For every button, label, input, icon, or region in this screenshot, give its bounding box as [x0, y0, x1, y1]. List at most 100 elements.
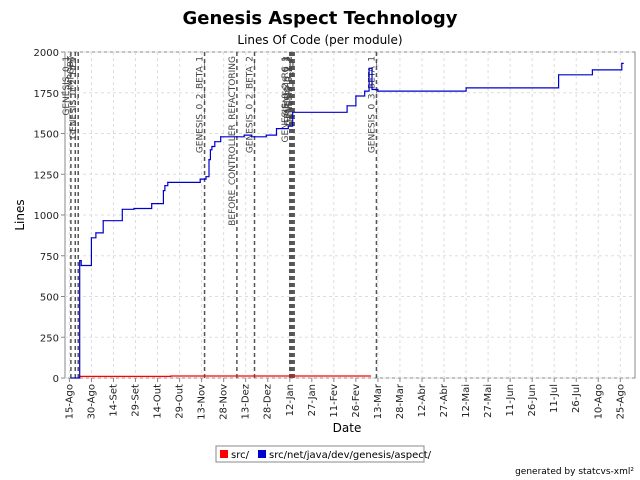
grid-lines — [65, 51, 635, 379]
x-tick-label: 11-Jul — [549, 384, 560, 413]
x-tick-label: 27-Jan — [307, 384, 318, 416]
series-1-point — [167, 181, 169, 183]
series-1-point — [364, 90, 366, 92]
series-1-point — [205, 176, 207, 178]
x-tick-label: 26-Fev — [351, 384, 362, 418]
tag-marker-label: GENESIS_0_2 — [282, 56, 292, 116]
series-lines — [70, 62, 624, 379]
tag-marker-label: GENESIS_0_1 — [62, 56, 72, 116]
x-axis-ticks: 15-Ago 30-Ago 14-Set 29-Set 14-Out 29-Out 13-N… — [64, 378, 626, 420]
series-1-point — [346, 105, 348, 107]
series-1-point — [208, 158, 210, 161]
tag-marker-label: GENESIS_0_2_2 — [285, 56, 295, 126]
x-tick-label: 14-Out — [153, 384, 164, 419]
x-tick-label: 11-Fev — [329, 384, 340, 418]
x-tick-label: 28-Dez — [263, 384, 274, 419]
x-tick-label: 27-Mai — [483, 384, 494, 418]
x-tick-label: 28-Nov — [219, 384, 230, 420]
series-1-point — [558, 74, 560, 76]
x-tick-label: 13-Nov — [197, 384, 208, 420]
series-1-point — [377, 90, 379, 92]
y-tick-label: 500 — [40, 293, 59, 304]
legend-label-src: src/ — [231, 450, 250, 461]
x-tick-label: 26-Jun — [527, 384, 538, 417]
series-1-point — [292, 111, 294, 113]
series-0-point — [369, 375, 372, 377]
y-tick-label: 250 — [40, 333, 59, 344]
tag-marker-label: GENESIS_0_3_BETA_1 — [367, 56, 377, 153]
series-1-point — [591, 69, 593, 71]
y-tick-label: 1750 — [34, 89, 59, 100]
tag-marker-label: GENESIS_0_2_DEV — [69, 55, 79, 139]
series-1-point — [250, 136, 253, 138]
y-axis-label: Lines — [13, 199, 27, 230]
series-1-point — [209, 149, 212, 151]
series-1-point — [287, 125, 289, 127]
tag-marker-label: IMPORT — [66, 56, 76, 91]
footer-credit: generated by statcvs-xml² — [515, 467, 634, 477]
series-1-point — [121, 208, 123, 210]
y-tick-label: 0 — [53, 374, 59, 385]
series-1-point — [220, 136, 222, 138]
legend-swatch-src — [220, 450, 228, 458]
x-tick-label: 11-Jun — [505, 384, 516, 417]
series-1-point — [164, 185, 166, 187]
x-tick-label: 30-Ago — [86, 384, 97, 419]
x-tick-label: 29-Out — [175, 384, 186, 419]
series-1-point — [80, 264, 82, 267]
chart-subtitle: Lines Of Code (per module) — [237, 33, 402, 47]
x-tick-label: 27-Abr — [439, 383, 450, 417]
x-tick-label: 14-Set — [108, 384, 119, 417]
x-tick-label: 12-Jan — [285, 384, 296, 416]
y-axis-ticks: 0 250 500 750 1000 1250 1500 1750 2000 — [34, 48, 65, 385]
series-1-point — [133, 207, 135, 210]
x-axis-label: Date — [333, 421, 362, 435]
x-tick-label: 26-Jul — [571, 384, 582, 413]
series-1-point — [622, 62, 624, 65]
x-tick-label: 28-Mar — [395, 383, 406, 419]
x-tick-label: 13-Mar — [373, 383, 384, 419]
x-tick-label: 13-Dez — [241, 384, 252, 419]
series-1-point — [243, 134, 245, 136]
series-1-point — [621, 62, 623, 65]
series-1-point — [465, 87, 467, 89]
tag-marker-label: GENESIS_0_2_BETA_2 — [246, 56, 256, 153]
series-1-point — [371, 88, 373, 91]
legend-box — [215, 445, 425, 463]
y-tick-label: 1500 — [34, 130, 59, 141]
tag-marker-label: BEFORE_CONTROLLER_REFACTORING — [228, 56, 238, 226]
series-1-point — [355, 95, 357, 97]
series-1-point — [214, 141, 216, 143]
series-1-point — [162, 189, 165, 192]
y-tick-label: 1250 — [34, 170, 59, 181]
x-tick-label: 10-Ago — [593, 384, 604, 419]
series-1-point — [199, 178, 201, 180]
y-tick-label: 2000 — [34, 48, 59, 59]
series-1-point — [368, 67, 370, 69]
x-tick-label: 29-Set — [131, 384, 142, 417]
series-1-point — [95, 232, 97, 234]
plot-area: 15-Ago 30-Ago 14-Set 29-Set 14-Out 29-Out 13-N… — [34, 48, 636, 420]
series-0-point — [170, 375, 172, 377]
legend: src/ src/net/java/dev/genesis/aspect/ — [215, 445, 432, 463]
chart-title: Genesis Aspect Technology — [182, 8, 457, 29]
series-1-point — [211, 145, 213, 148]
series-1-point — [90, 237, 93, 239]
series-1-point — [102, 220, 104, 222]
x-tick-label: 12-Abr — [417, 383, 428, 417]
x-tick-label: 12-Mai — [461, 384, 472, 418]
tag-marker-label: GENESIS_0_2_RC_1 — [281, 56, 291, 142]
series-1-point — [70, 377, 72, 379]
legend-label-aspect: src/net/java/dev/genesis/aspect/ — [269, 450, 432, 461]
tag-marker-label: GENESIS_0_2_BETA_1 — [196, 56, 206, 153]
series-1-point — [151, 202, 153, 205]
series-1-point — [79, 260, 81, 262]
y-tick-label: 1000 — [34, 211, 59, 222]
legend-swatch-aspect — [258, 450, 266, 458]
series-line-1 — [70, 62, 624, 379]
x-tick-label: 25-Ago — [615, 384, 626, 419]
y-tick-label: 750 — [40, 252, 59, 263]
series-1-point — [275, 128, 278, 130]
